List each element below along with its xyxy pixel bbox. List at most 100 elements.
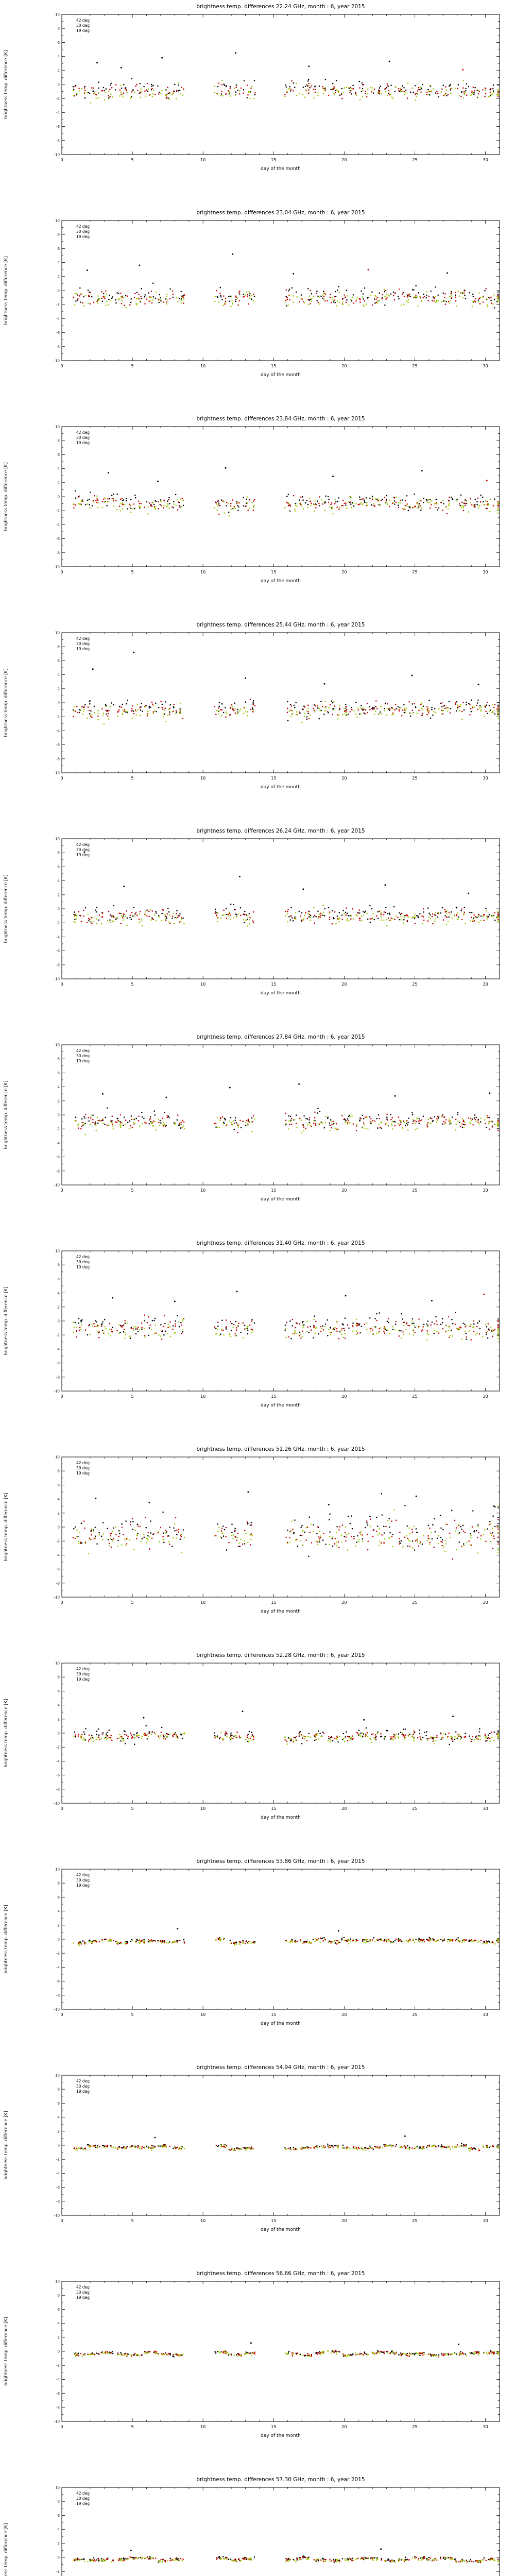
scatter-point <box>217 86 219 88</box>
scatter-point <box>324 510 326 511</box>
scatter-point <box>327 300 328 302</box>
scatter-point <box>233 1128 235 1130</box>
scatter-point <box>399 707 401 709</box>
scatter-point <box>122 94 123 95</box>
scatter-point <box>423 919 425 921</box>
scatter-point <box>497 714 499 716</box>
scatter-point <box>175 710 177 711</box>
scatter-point <box>375 301 377 303</box>
scatter-point <box>144 1314 145 1316</box>
scatter-point <box>459 505 461 506</box>
data-points <box>72 1312 499 1341</box>
scatter-point <box>497 1537 499 1538</box>
x-axis-label: day of the month <box>261 1609 301 1614</box>
scatter-point <box>228 1541 230 1544</box>
scatter-point <box>480 709 482 710</box>
scatter-point <box>333 92 335 94</box>
scatter-point <box>251 1117 253 1119</box>
scatter-point <box>378 500 380 502</box>
scatter-point <box>76 1327 77 1328</box>
scatter-point <box>236 1539 238 1541</box>
scatter-point <box>437 509 438 511</box>
scatter-point <box>431 708 433 710</box>
scatter-point <box>400 916 402 917</box>
scatter-point <box>436 1331 438 1332</box>
scatter-point <box>302 1124 304 1126</box>
scatter-point <box>287 1529 288 1531</box>
scatter-point <box>456 701 457 703</box>
scatter-point <box>319 917 321 918</box>
scatter-point <box>253 500 254 502</box>
scatter-point <box>405 914 407 917</box>
scatter-point <box>129 504 131 506</box>
scatter-point <box>287 701 288 703</box>
scatter-point <box>472 921 474 922</box>
scatter-point <box>376 297 379 298</box>
scatter-point <box>97 709 99 711</box>
scatter-point <box>182 94 184 96</box>
scatter-point <box>473 1117 475 1119</box>
scatter-point <box>423 498 424 499</box>
scatter-point <box>340 1330 342 1332</box>
scatter-point <box>220 1530 222 1532</box>
scatter-point <box>236 713 238 715</box>
y-tick-label: 4 <box>58 467 60 471</box>
scatter-point <box>148 292 149 294</box>
scatter-point <box>250 87 252 89</box>
y-tick-label: -10 <box>54 1596 60 1600</box>
scatter-point <box>351 708 353 710</box>
scatter-point <box>308 1332 310 1333</box>
scatter-point <box>345 706 347 707</box>
scatter-point <box>179 708 181 710</box>
scatter-point <box>475 1530 477 1532</box>
scatter-point <box>347 295 349 297</box>
scatter-point <box>348 1515 349 1517</box>
scatter-point <box>341 914 343 916</box>
scatter-point <box>247 915 249 917</box>
scatter-point <box>479 1328 481 1330</box>
scatter-point <box>295 1327 296 1329</box>
scatter-point <box>376 915 377 917</box>
scatter-point <box>395 1321 397 1323</box>
scatter-point <box>302 1320 304 1323</box>
scatter-point <box>313 89 314 90</box>
outlier-points <box>112 1291 485 1302</box>
scatter-point <box>285 1536 287 1538</box>
series-42-deg <box>75 282 499 309</box>
scatter-point <box>459 503 460 505</box>
scatter-point <box>355 92 356 94</box>
scatter-point <box>363 707 365 709</box>
x-tick-label: 30 <box>483 1600 488 1605</box>
scatter-point <box>221 91 223 92</box>
scatter-point <box>121 303 123 304</box>
scatter-point <box>309 714 311 716</box>
scatter-point <box>119 510 122 512</box>
scatter-point <box>398 90 400 92</box>
scatter-point <box>308 913 311 916</box>
y-tick-label: -8 <box>56 757 60 761</box>
scatter-point <box>221 299 223 300</box>
scatter-point <box>141 918 142 920</box>
scatter-point <box>479 707 480 709</box>
scatter-point <box>462 80 465 82</box>
scatter-point <box>458 916 459 918</box>
scatter-point <box>390 1118 392 1121</box>
scatter-point <box>285 289 287 291</box>
scatter-point <box>392 1329 394 1330</box>
scatter-point <box>152 918 154 920</box>
scatter-point <box>118 912 120 914</box>
scatter-point <box>341 1524 344 1526</box>
scatter-point <box>304 713 306 714</box>
scatter-point <box>497 1528 499 1530</box>
scatter-point <box>438 912 439 913</box>
outlier-points <box>102 1083 491 1098</box>
scatter-point <box>348 1120 349 1122</box>
scatter-point <box>462 1121 464 1123</box>
scatter-point <box>289 1124 290 1125</box>
scatter-point <box>284 94 286 95</box>
data-points <box>72 1493 499 1560</box>
scatter-point <box>247 294 249 295</box>
scatter-point <box>443 709 444 711</box>
scatter-point <box>147 710 149 713</box>
